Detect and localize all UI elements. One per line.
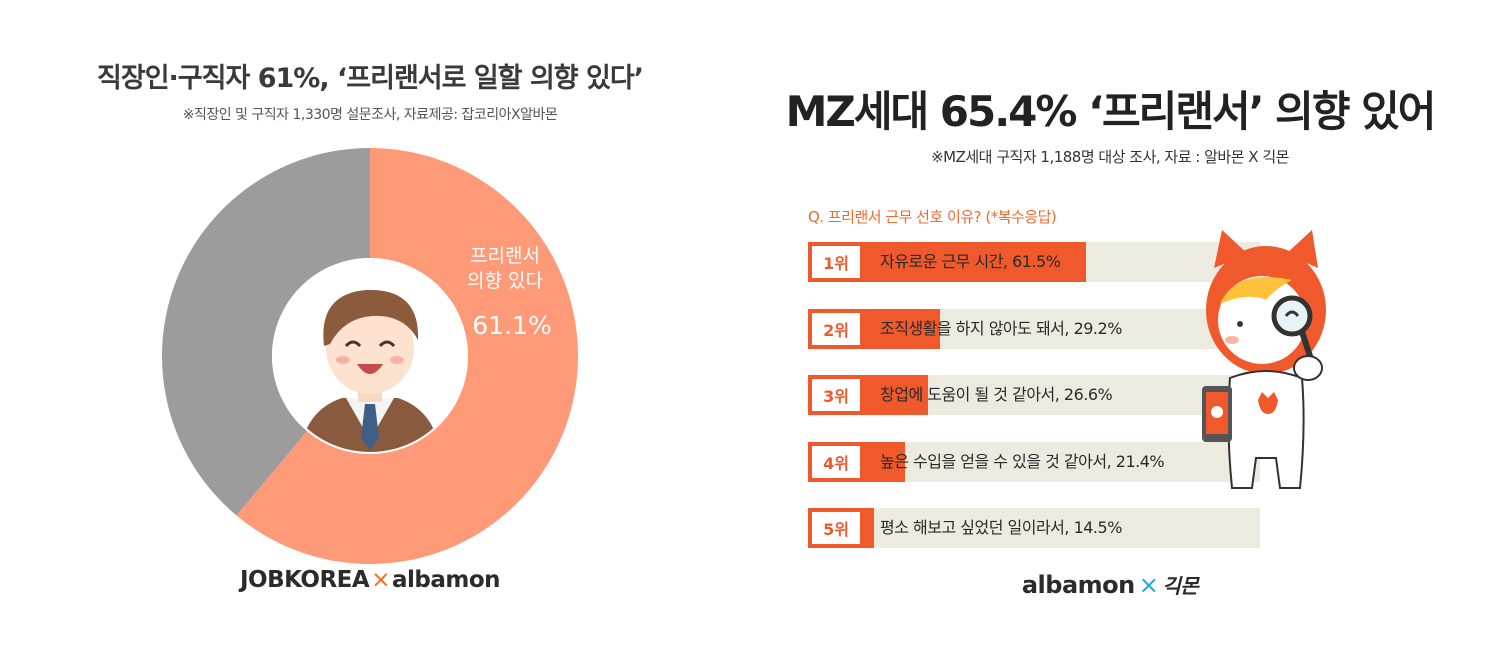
donut-slice-freelance [236, 148, 579, 564]
businessman-illustration [300, 289, 440, 452]
bar-label: 조직생활을 하지 않아도 돼서, 29.2% [880, 319, 1122, 338]
rank-badge: 1위 [810, 244, 862, 280]
gigmon-mascot-illustration [1202, 230, 1326, 489]
survey-question: Q. 프리랜서 근무 선호 이유? (*복수응답) [808, 208, 1057, 226]
left-chart-subtitle: ※직장인 및 구직자 1,330명 설문조사, 자료제공: 잡코리아X알바몬 [182, 107, 558, 123]
bar-label: 높은 수입을 얻을 수 있을 것 같아서, 21.4% [880, 452, 1165, 471]
bar-row: 2위 조직생활을 하지 않아도 돼서, 29.2% [808, 309, 1260, 349]
donut-slice-other [162, 148, 370, 516]
jobkorea-albamon-logo: JOBKOREA×albamon [40, 567, 700, 593]
bar-label: 자유로운 근무 시간, 61.5% [880, 252, 1061, 271]
rank-badge: 4위 [810, 444, 862, 480]
logo-separator: × [371, 567, 390, 593]
rank-badge: 2위 [810, 311, 862, 347]
rank-badge: 3위 [810, 377, 862, 413]
logo-separator: × [1138, 571, 1159, 599]
slice-label-line2: 의향 있다 [467, 270, 543, 292]
rank-badge: 5위 [810, 510, 862, 546]
donut-chart: 프리랜서 의향 있다 61.1% [162, 148, 579, 564]
logo-albamon: albamon [1021, 571, 1135, 599]
right-chart-title: MZ세대 65.4% ‘프리랜서’ 의향 있어 [785, 87, 1437, 136]
bar-row: 1위 자유로운 근무 시간, 61.5% [808, 242, 1260, 282]
bar-label: 창업에 도움이 될 것 같아서, 26.6% [880, 385, 1113, 404]
right-chart-subtitle: ※MZ세대 구직자 1,188명 대상 조사, 자료 : 알바몬 X 긱몬 [931, 148, 1289, 166]
left-chart-title: 직장인·구직자 61%, ‘프리랜서로 일할 의향 있다’ [97, 63, 644, 94]
slice-value-label: 61.1% [472, 311, 551, 340]
bar-row: 3위 창업에 도움이 될 것 같아서, 26.6% [808, 375, 1260, 415]
logo-gigmon: 긱몬 [1162, 574, 1199, 598]
bar-label: 평소 해보고 싶었던 일이라서, 14.5% [880, 518, 1122, 537]
albamon-gigmon-logo: albamon × 긱몬 [740, 570, 1480, 599]
logo-jobkorea: JOBKOREA [239, 567, 370, 593]
logo-albamon: albamon [391, 567, 501, 593]
bar-row: 5위 평소 해보고 싶었던 일이라서, 14.5% [808, 508, 1260, 548]
bar-row: 4위 높은 수입을 얻을 수 있을 것 같아서, 21.4% [808, 442, 1260, 482]
slice-label-line1: 프리랜서 [470, 245, 540, 267]
